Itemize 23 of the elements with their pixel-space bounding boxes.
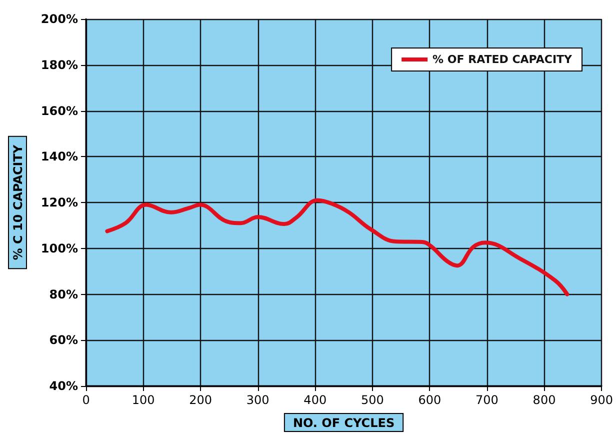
y-tick-label: 200% — [40, 12, 78, 26]
line-series — [105, 198, 570, 296]
x-tick-label: 600 — [418, 393, 442, 407]
x-tick-label: 900 — [590, 393, 613, 407]
y-tick-label: 80% — [49, 287, 78, 302]
x-tick-label: 500 — [360, 393, 384, 407]
y-tick-label: 40% — [49, 379, 78, 393]
legend-label: % OF RATED CAPACITY — [432, 53, 574, 66]
x-tick-label: 0 — [82, 393, 90, 407]
x-tick-label: 700 — [476, 393, 498, 407]
y-tick-label: 160% — [40, 104, 78, 118]
y-tick-label: 140% — [40, 150, 78, 164]
y-tick-label: 120% — [40, 196, 78, 210]
x-tick-label: 300 — [246, 393, 270, 407]
y-axis-title: % C 10 CAPACITY — [11, 144, 25, 260]
x-tick-label: 200 — [189, 393, 212, 407]
x-tick-label: 400 — [304, 393, 327, 407]
y-tick-label: 60% — [49, 333, 78, 348]
x-tick-label: 100 — [132, 393, 155, 407]
x-axis-title: NO. OF CYCLES — [292, 416, 395, 430]
x-tick-label: 800 — [532, 393, 556, 407]
y-tick-label: 100% — [40, 241, 78, 256]
y-tick-label: 180% — [40, 58, 78, 72]
